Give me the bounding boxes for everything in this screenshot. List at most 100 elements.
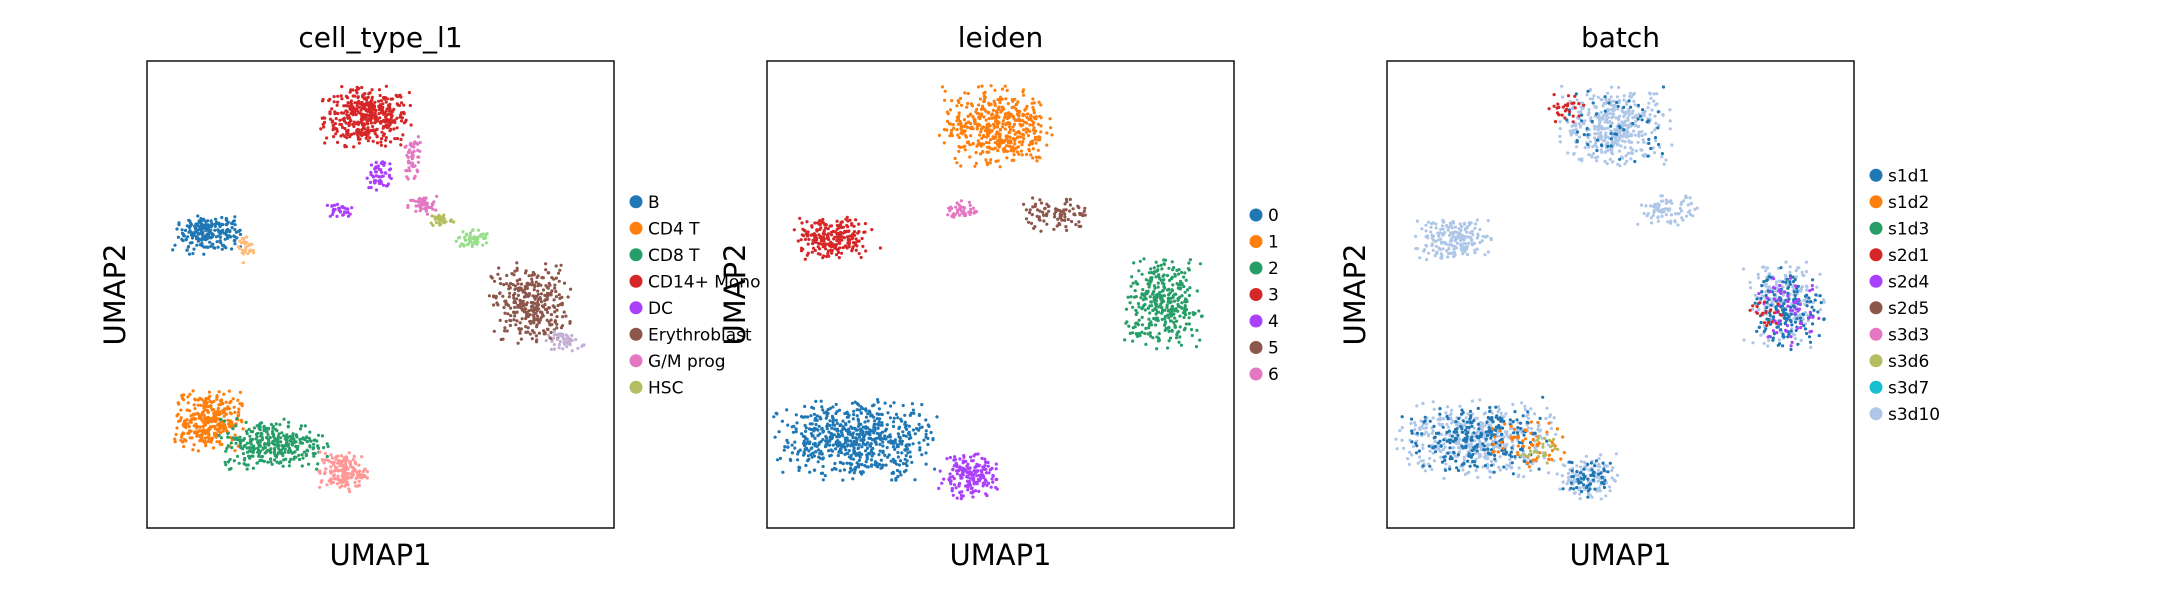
data-point [1661,85,1666,89]
data-point [980,142,984,146]
data-point [821,217,825,222]
data-point [527,292,532,296]
data-point [1563,116,1567,120]
data-point [508,286,512,290]
data-point [386,120,390,124]
data-point [513,314,517,318]
data-point [1000,87,1005,91]
data-point [1606,120,1610,124]
data-point [364,109,368,113]
data-point [201,424,205,429]
data-point [334,467,338,471]
data-point [1020,153,1024,157]
data-point [366,95,370,99]
legend-label: Erythroblast [648,325,752,345]
data-point [262,428,266,433]
data-point [1803,302,1807,306]
data-point [854,237,858,241]
data-point [1139,296,1143,300]
data-point [1153,286,1157,290]
data-point [835,410,839,414]
data-point [434,221,438,225]
cluster-13 [317,450,369,494]
data-point [984,467,988,471]
data-point [1571,120,1575,124]
data-point [1001,122,1005,126]
data-point [1003,112,1008,116]
data-point [874,440,878,444]
data-point [968,466,972,470]
data-point [958,96,963,101]
data-point [867,436,871,440]
data-point [1655,208,1660,212]
data-point [1609,144,1613,148]
data-point [1615,95,1620,99]
data-point [412,145,416,149]
data-point [1137,318,1141,322]
data-point [226,418,230,422]
data-point [497,266,501,270]
data-point [892,416,896,420]
data-point [1654,121,1658,125]
data-point [1155,347,1159,351]
data-point [1012,153,1016,157]
data-point [325,442,329,446]
data-point [1160,305,1164,310]
data-point [845,235,850,239]
data-point [1603,133,1607,138]
data-point [1168,312,1172,316]
data-point [392,127,396,131]
data-point [322,446,326,450]
data-point [219,431,223,435]
data-point [533,295,537,299]
data-point [843,436,847,440]
data-point [260,435,264,439]
data-point [1155,293,1159,297]
data-point [320,458,324,462]
data-point [378,93,382,98]
data-point [192,412,196,416]
data-point [1750,307,1755,311]
data-point [472,237,476,241]
data-point [230,446,234,450]
data-point [950,489,954,493]
data-point [200,412,204,416]
data-point [358,105,362,109]
data-point [1156,264,1160,268]
data-point [1152,266,1156,270]
data-point [415,170,420,174]
data-point [959,124,963,128]
data-point [962,209,966,213]
data-point [1182,275,1186,279]
data-point [995,487,999,491]
plot-frame [146,60,615,529]
data-point [288,446,292,450]
data-point [196,449,200,453]
data-point [518,286,522,290]
data-point [952,215,956,219]
data-point [414,204,418,208]
data-point [353,101,357,105]
data-point [1593,127,1597,131]
data-point [205,401,209,405]
data-point [1083,206,1087,210]
data-point [1030,213,1034,217]
data-point [945,457,949,461]
data-point [1605,112,1609,116]
data-point [1563,103,1567,107]
data-point [878,434,882,438]
data-point [471,228,475,232]
data-point [1653,128,1657,132]
data-point [217,433,221,438]
data-point [982,133,986,138]
data-point [1678,206,1682,211]
data-point [949,482,953,486]
data-point [955,472,960,476]
data-point [1030,139,1035,143]
data-point [815,418,819,422]
data-point [1033,225,1037,229]
data-point [1594,112,1598,116]
data-point [323,141,327,145]
data-point [207,390,211,394]
